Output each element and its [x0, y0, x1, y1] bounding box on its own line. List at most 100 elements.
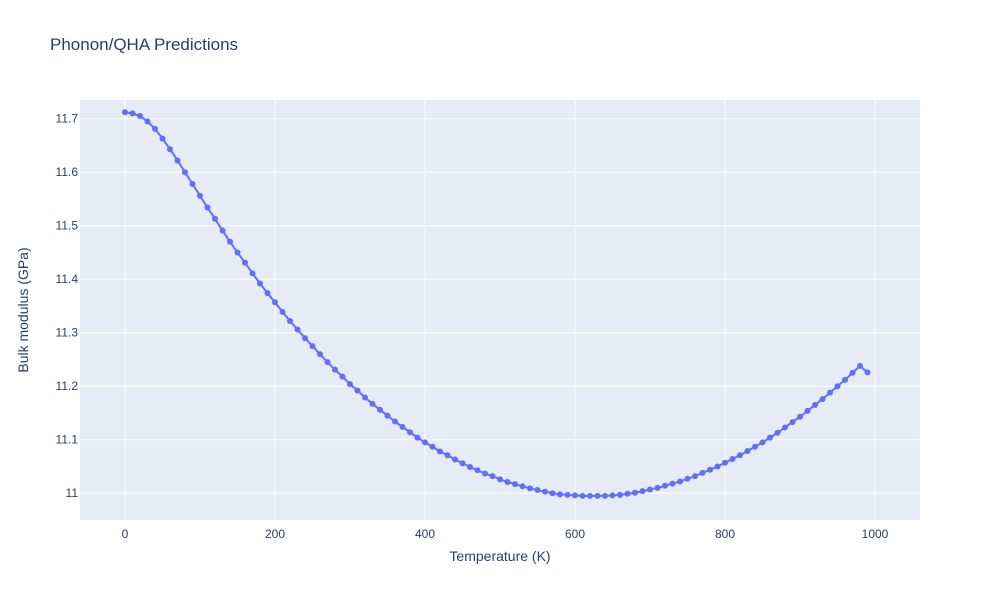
data-point — [144, 118, 151, 125]
data-point — [234, 249, 241, 256]
series-points — [122, 109, 871, 499]
data-point — [819, 396, 826, 403]
data-point — [369, 400, 376, 407]
data-point — [182, 169, 188, 176]
data-point — [347, 381, 353, 388]
data-point — [774, 429, 781, 436]
data-point — [294, 326, 301, 333]
data-point — [692, 473, 698, 480]
data-point — [452, 456, 458, 463]
data-point — [384, 412, 391, 419]
data-point — [759, 439, 766, 446]
data-point — [579, 492, 586, 499]
data-point — [444, 452, 451, 459]
data-point — [707, 466, 713, 473]
data-point — [227, 238, 233, 245]
data-point — [362, 394, 368, 401]
data-point — [482, 470, 488, 477]
data-point — [407, 429, 413, 436]
data-point — [797, 413, 803, 420]
data-point — [782, 424, 788, 431]
data-point — [152, 125, 158, 132]
data-point — [609, 492, 616, 499]
data-point — [189, 181, 196, 187]
data-point — [804, 407, 811, 414]
data-point — [467, 464, 473, 471]
data-point — [572, 492, 578, 499]
y-tick-label: 11.2 — [56, 379, 79, 393]
data-point — [129, 110, 136, 117]
data-point — [174, 157, 181, 164]
data-point — [197, 192, 203, 199]
data-point — [302, 335, 308, 342]
data-point — [504, 479, 511, 486]
data-point — [699, 469, 706, 476]
data-point — [332, 366, 338, 373]
data-point — [752, 443, 758, 450]
data-point — [677, 478, 683, 485]
data-point — [684, 475, 691, 482]
data-point — [594, 492, 601, 499]
data-point — [842, 376, 848, 383]
data-point — [437, 448, 443, 455]
x-tick-label: 600 — [565, 527, 585, 541]
data-point — [324, 359, 331, 366]
data-point — [249, 270, 256, 277]
data-point — [587, 492, 593, 499]
chart-title: Phonon/QHA Predictions — [50, 35, 238, 54]
data-point — [399, 423, 406, 430]
data-point — [137, 113, 143, 120]
plot-area — [80, 100, 920, 520]
data-point — [414, 434, 421, 441]
data-point — [722, 459, 728, 466]
data-point — [264, 290, 271, 297]
data-point — [459, 460, 466, 467]
data-point — [279, 308, 286, 315]
data-point — [827, 389, 833, 396]
data-point — [489, 473, 496, 480]
data-point — [474, 467, 481, 474]
x-axis-ticks: 0 200 400 600 800 1000 — [122, 527, 889, 541]
data-point — [857, 362, 863, 369]
y-tick-label: 11.4 — [56, 272, 79, 286]
y-tick-label: 11.5 — [56, 219, 79, 233]
data-point — [527, 485, 533, 492]
data-point — [834, 383, 841, 390]
data-point — [287, 317, 293, 324]
data-point — [632, 489, 638, 496]
data-point — [167, 146, 173, 153]
y-axis-title: Bulk modulus (GPa) — [15, 247, 31, 372]
y-tick-label: 11 — [66, 486, 79, 500]
x-tick-label: 400 — [415, 527, 435, 541]
data-point — [564, 491, 571, 498]
data-point — [602, 492, 608, 499]
series-line — [124, 111, 869, 497]
data-point — [354, 387, 361, 394]
data-point — [647, 486, 653, 493]
data-point — [767, 434, 773, 441]
y-tick-label: 11.7 — [56, 112, 79, 126]
data-point — [257, 280, 263, 287]
data-point — [429, 443, 436, 450]
data-point — [617, 491, 623, 498]
data-point — [669, 480, 676, 487]
data-point — [159, 135, 166, 142]
data-point — [789, 419, 796, 426]
data-point — [714, 463, 721, 470]
data-point — [497, 476, 503, 483]
data-point — [639, 488, 646, 495]
x-tick-label: 200 — [265, 527, 285, 541]
data-point — [422, 439, 428, 446]
x-tick-label: 800 — [715, 527, 735, 541]
data-point — [392, 418, 398, 425]
y-tick-label: 11.6 — [56, 165, 79, 179]
x-tick-label: 1000 — [862, 527, 889, 541]
data-point — [122, 109, 128, 116]
data-point — [534, 487, 541, 494]
y-axis-ticks: 11 11.1 11.2 11.3 11.4 11.5 11.6 11.7 — [56, 112, 79, 501]
x-tick-label: 0 — [122, 527, 129, 541]
data-point — [737, 452, 743, 459]
data-point — [242, 259, 248, 266]
data-point — [339, 373, 346, 380]
